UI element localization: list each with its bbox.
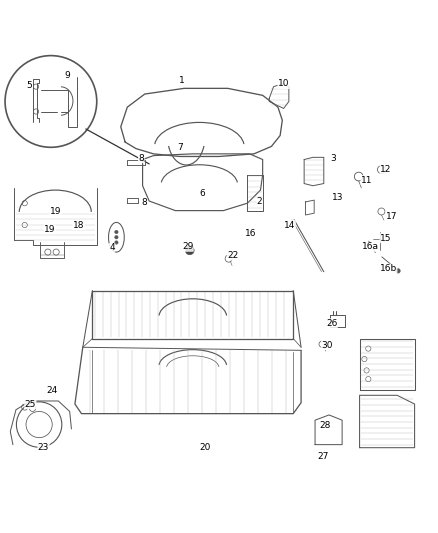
Text: 2: 2 [257,197,262,206]
Text: 19: 19 [49,207,61,216]
Circle shape [115,236,118,239]
Text: 9: 9 [65,71,71,80]
Text: 18: 18 [73,221,84,230]
Text: 8: 8 [138,154,144,163]
Text: 24: 24 [46,386,58,395]
Text: 3: 3 [331,154,336,163]
Text: 20: 20 [199,443,211,452]
Text: 13: 13 [332,193,343,202]
Text: 19: 19 [44,225,55,234]
Text: 12: 12 [380,165,392,174]
Circle shape [115,230,118,234]
Text: 17: 17 [386,212,397,221]
Text: 23: 23 [38,443,49,452]
Text: 8: 8 [141,198,147,207]
Text: 5: 5 [26,81,32,90]
Text: 16b: 16b [380,264,397,273]
Text: 16a: 16a [362,243,379,252]
Circle shape [115,241,118,244]
Text: 15: 15 [380,233,392,243]
Text: 1: 1 [179,76,185,85]
Text: 30: 30 [321,341,333,350]
Text: 22: 22 [227,251,239,260]
Circle shape [396,269,400,273]
Text: 16: 16 [245,229,256,238]
Circle shape [185,246,194,255]
Text: 10: 10 [278,79,290,88]
Text: 28: 28 [319,422,330,430]
Text: 6: 6 [200,189,205,198]
Text: 11: 11 [361,175,372,184]
Text: 27: 27 [317,452,328,461]
Text: 14: 14 [284,221,295,230]
Text: 25: 25 [25,400,36,408]
Text: 29: 29 [182,243,193,252]
Text: 26: 26 [326,319,337,328]
Text: 4: 4 [109,243,115,252]
Text: 7: 7 [178,143,184,152]
